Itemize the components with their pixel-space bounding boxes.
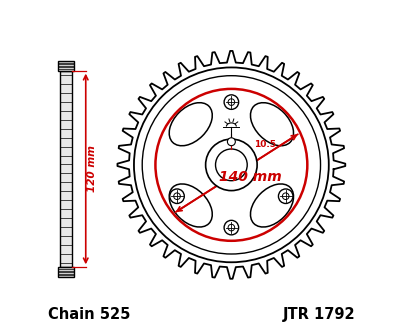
Text: 10.5: 10.5 (254, 140, 276, 149)
Circle shape (228, 224, 235, 231)
Text: Chain 525: Chain 525 (48, 307, 130, 322)
Ellipse shape (169, 184, 212, 227)
Circle shape (174, 193, 180, 199)
Text: JTR 1792: JTR 1792 (282, 307, 355, 322)
Text: 120 mm: 120 mm (87, 146, 97, 192)
Circle shape (282, 193, 289, 199)
Circle shape (224, 95, 239, 109)
Text: 140 mm: 140 mm (218, 169, 281, 183)
Polygon shape (58, 267, 74, 277)
Ellipse shape (250, 103, 294, 146)
Circle shape (228, 99, 235, 106)
Circle shape (170, 189, 184, 203)
Ellipse shape (250, 184, 294, 227)
Circle shape (206, 139, 257, 190)
Circle shape (224, 220, 239, 235)
Polygon shape (60, 71, 72, 267)
Polygon shape (58, 61, 74, 71)
Circle shape (228, 138, 235, 146)
Circle shape (216, 149, 247, 181)
Ellipse shape (169, 103, 212, 146)
Circle shape (278, 189, 293, 203)
